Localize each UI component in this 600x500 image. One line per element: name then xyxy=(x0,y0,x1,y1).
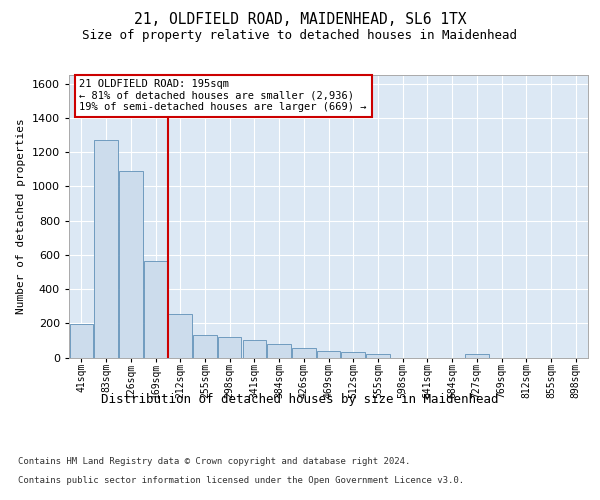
Bar xyxy=(70,324,93,358)
Text: Contains public sector information licensed under the Open Government Licence v3: Contains public sector information licen… xyxy=(18,476,464,485)
Text: Distribution of detached houses by size in Maidenhead: Distribution of detached houses by size … xyxy=(101,392,499,406)
Bar xyxy=(366,354,389,358)
Bar xyxy=(218,337,241,357)
Bar xyxy=(94,140,118,358)
Bar xyxy=(169,314,192,358)
Y-axis label: Number of detached properties: Number of detached properties xyxy=(16,118,26,314)
Text: Size of property relative to detached houses in Maidenhead: Size of property relative to detached ho… xyxy=(83,29,517,42)
Bar xyxy=(292,348,316,358)
Bar xyxy=(465,354,488,358)
Text: 21, OLDFIELD ROAD, MAIDENHEAD, SL6 1TX: 21, OLDFIELD ROAD, MAIDENHEAD, SL6 1TX xyxy=(134,12,466,28)
Bar xyxy=(341,352,365,358)
Bar xyxy=(242,340,266,357)
Bar xyxy=(193,335,217,357)
Bar xyxy=(268,344,291,358)
Bar xyxy=(119,171,143,358)
Text: 21 OLDFIELD ROAD: 195sqm
← 81% of detached houses are smaller (2,936)
19% of sem: 21 OLDFIELD ROAD: 195sqm ← 81% of detach… xyxy=(79,79,367,112)
Bar xyxy=(144,261,167,358)
Bar xyxy=(317,350,340,358)
Text: Contains HM Land Registry data © Crown copyright and database right 2024.: Contains HM Land Registry data © Crown c… xyxy=(18,458,410,466)
